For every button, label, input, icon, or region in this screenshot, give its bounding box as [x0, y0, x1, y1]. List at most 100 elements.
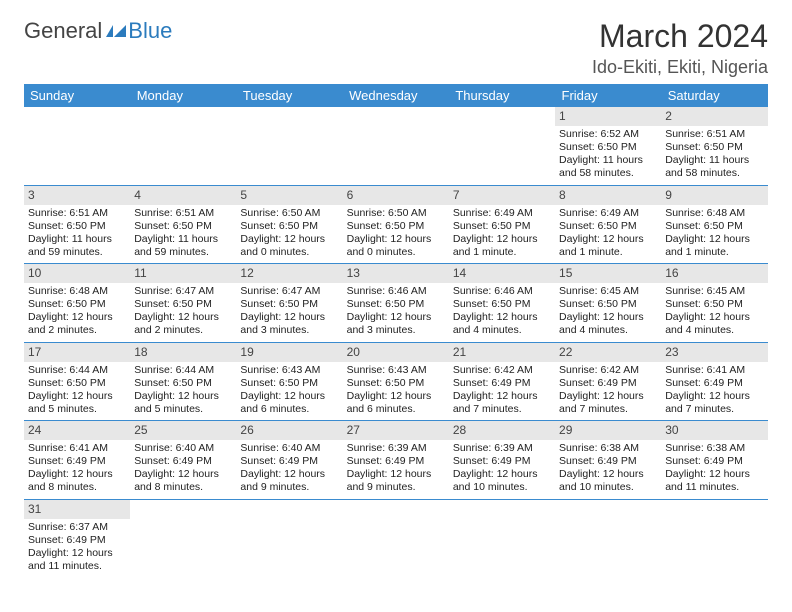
- daylight-text: Daylight: 11 hours and 58 minutes.: [559, 154, 657, 180]
- sunrise-text: Sunrise: 6:40 AM: [134, 442, 232, 455]
- day-number: 8: [555, 186, 661, 205]
- daylight-text: Daylight: 12 hours and 8 minutes.: [28, 468, 126, 494]
- calendar-cell: 17Sunrise: 6:44 AMSunset: 6:50 PMDayligh…: [24, 342, 130, 421]
- sunset-text: Sunset: 6:50 PM: [28, 220, 126, 233]
- calendar-cell: [449, 499, 555, 577]
- calendar-cell: 29 Sunrise: 6:38 AMSunset: 6:49 PMDayligh…: [555, 421, 661, 500]
- sunset-text: Sunset: 6:49 PM: [453, 455, 551, 468]
- sunset-text: Sunset: 6:50 PM: [453, 298, 551, 311]
- sunrise-text: Sunrise: 6:42 AM: [453, 364, 551, 377]
- daylight-text: Daylight: 12 hours and 0 minutes.: [240, 233, 338, 259]
- sunrise-text: Sunrise: 6:44 AM: [28, 364, 126, 377]
- daylight-text: Daylight: 12 hours and 5 minutes.: [134, 390, 232, 416]
- calendar-row: 10Sunrise: 6:48 AMSunset: 6:50 PMDayligh…: [24, 264, 768, 343]
- day-number: 26: [236, 421, 342, 440]
- sunset-text: Sunset: 6:49 PM: [134, 455, 232, 468]
- sunset-text: Sunset: 6:49 PM: [453, 377, 551, 390]
- calendar-cell: [236, 499, 342, 577]
- sunset-text: Sunset: 6:49 PM: [28, 534, 126, 547]
- sunset-text: Sunset: 6:49 PM: [347, 455, 445, 468]
- calendar-cell: .: [343, 107, 449, 185]
- col-monday: Monday: [130, 84, 236, 107]
- day-number: 12: [236, 264, 342, 283]
- sunrise-text: Sunrise: 6:38 AM: [559, 442, 657, 455]
- daylight-text: Daylight: 12 hours and 3 minutes.: [240, 311, 338, 337]
- calendar-cell: 15Sunrise: 6:45 AMSunset: 6:50 PMDayligh…: [555, 264, 661, 343]
- sunrise-text: Sunrise: 6:49 AM: [559, 207, 657, 220]
- sunrise-text: Sunrise: 6:46 AM: [347, 285, 445, 298]
- sunrise-text: Sunrise: 6:39 AM: [347, 442, 445, 455]
- day-number: 5: [236, 186, 342, 205]
- daylight-text: Daylight: 12 hours and 0 minutes.: [347, 233, 445, 259]
- calendar-cell: .: [130, 107, 236, 185]
- daylight-text: Daylight: 12 hours and 10 minutes.: [453, 468, 551, 494]
- calendar-cell: 16Sunrise: 6:45 AMSunset: 6:50 PMDayligh…: [661, 264, 767, 343]
- sunset-text: Sunset: 6:49 PM: [240, 455, 338, 468]
- day-number: 28: [449, 421, 555, 440]
- calendar-cell: 25 Sunrise: 6:40 AMSunset: 6:49 PMDayligh…: [130, 421, 236, 500]
- calendar-row: 17Sunrise: 6:44 AMSunset: 6:50 PMDayligh…: [24, 342, 768, 421]
- daylight-text: Daylight: 12 hours and 3 minutes.: [347, 311, 445, 337]
- sunset-text: Sunset: 6:50 PM: [240, 220, 338, 233]
- col-thursday: Thursday: [449, 84, 555, 107]
- day-number: 22: [555, 343, 661, 362]
- calendar-cell: [130, 499, 236, 577]
- sunset-text: Sunset: 6:50 PM: [665, 298, 763, 311]
- calendar-cell: 5Sunrise: 6:50 AMSunset: 6:50 PMDaylight…: [236, 185, 342, 264]
- day-number: 25: [130, 421, 236, 440]
- calendar-table: Sunday Monday Tuesday Wednesday Thursday…: [24, 84, 768, 577]
- daylight-text: Daylight: 12 hours and 9 minutes.: [347, 468, 445, 494]
- sunset-text: Sunset: 6:49 PM: [559, 455, 657, 468]
- calendar-row: 24Sunrise: 6:41 AMSunset: 6:49 PMDayligh…: [24, 421, 768, 500]
- calendar-cell: 9Sunrise: 6:48 AMSunset: 6:50 PMDaylight…: [661, 185, 767, 264]
- day-number: 21: [449, 343, 555, 362]
- daylight-text: Daylight: 11 hours and 59 minutes.: [28, 233, 126, 259]
- sunrise-text: Sunrise: 6:41 AM: [28, 442, 126, 455]
- day-number: 1: [555, 107, 661, 126]
- sunrise-text: Sunrise: 6:41 AM: [665, 364, 763, 377]
- col-wednesday: Wednesday: [343, 84, 449, 107]
- calendar-cell: 22Sunrise: 6:42 AMSunset: 6:49 PMDayligh…: [555, 342, 661, 421]
- daylight-text: Daylight: 12 hours and 4 minutes.: [453, 311, 551, 337]
- calendar-row: 31 Sunrise: 6:37 AMSunset: 6:49 PMDayligh…: [24, 499, 768, 577]
- day-number: 23: [661, 343, 767, 362]
- sunrise-text: Sunrise: 6:40 AM: [240, 442, 338, 455]
- sunset-text: Sunset: 6:50 PM: [134, 220, 232, 233]
- day-number: 13: [343, 264, 449, 283]
- sunset-text: Sunset: 6:50 PM: [347, 298, 445, 311]
- daylight-text: Daylight: 12 hours and 11 minutes.: [28, 547, 126, 573]
- daylight-text: Daylight: 12 hours and 9 minutes.: [240, 468, 338, 494]
- daylight-text: Daylight: 12 hours and 10 minutes.: [559, 468, 657, 494]
- sunrise-text: Sunrise: 6:45 AM: [665, 285, 763, 298]
- calendar-cell: [555, 499, 661, 577]
- calendar-cell: 18Sunrise: 6:44 AMSunset: 6:50 PMDayligh…: [130, 342, 236, 421]
- sunset-text: Sunset: 6:50 PM: [559, 298, 657, 311]
- calendar-cell: 24Sunrise: 6:41 AMSunset: 6:49 PMDayligh…: [24, 421, 130, 500]
- day-number: 29: [555, 421, 661, 440]
- sunrise-text: Sunrise: 6:37 AM: [28, 521, 126, 534]
- daylight-text: Daylight: 12 hours and 1 minute.: [559, 233, 657, 259]
- day-number: 17: [24, 343, 130, 362]
- daylight-text: Daylight: 12 hours and 2 minutes.: [28, 311, 126, 337]
- calendar-cell: 8Sunrise: 6:49 AMSunset: 6:50 PMDaylight…: [555, 185, 661, 264]
- day-number: 9: [661, 186, 767, 205]
- daylight-text: Daylight: 12 hours and 8 minutes.: [134, 468, 232, 494]
- day-number: 3: [24, 186, 130, 205]
- sunrise-text: Sunrise: 6:48 AM: [665, 207, 763, 220]
- flag-icon: [106, 23, 128, 39]
- sunset-text: Sunset: 6:50 PM: [240, 298, 338, 311]
- day-number: 30: [661, 421, 767, 440]
- sunrise-text: Sunrise: 6:44 AM: [134, 364, 232, 377]
- day-number: 24: [24, 421, 130, 440]
- daylight-text: Daylight: 12 hours and 6 minutes.: [240, 390, 338, 416]
- logo: General Blue: [24, 18, 172, 44]
- sunset-text: Sunset: 6:49 PM: [559, 377, 657, 390]
- calendar-cell: 20Sunrise: 6:43 AMSunset: 6:50 PMDayligh…: [343, 342, 449, 421]
- daylight-text: Daylight: 12 hours and 4 minutes.: [559, 311, 657, 337]
- calendar-row: 3Sunrise: 6:51 AMSunset: 6:50 PMDaylight…: [24, 185, 768, 264]
- daylight-text: Daylight: 12 hours and 1 minute.: [453, 233, 551, 259]
- day-number: 31: [24, 500, 130, 519]
- calendar-cell: 4Sunrise: 6:51 AMSunset: 6:50 PMDaylight…: [130, 185, 236, 264]
- daylight-text: Daylight: 12 hours and 6 minutes.: [347, 390, 445, 416]
- daylight-text: Daylight: 11 hours and 59 minutes.: [134, 233, 232, 259]
